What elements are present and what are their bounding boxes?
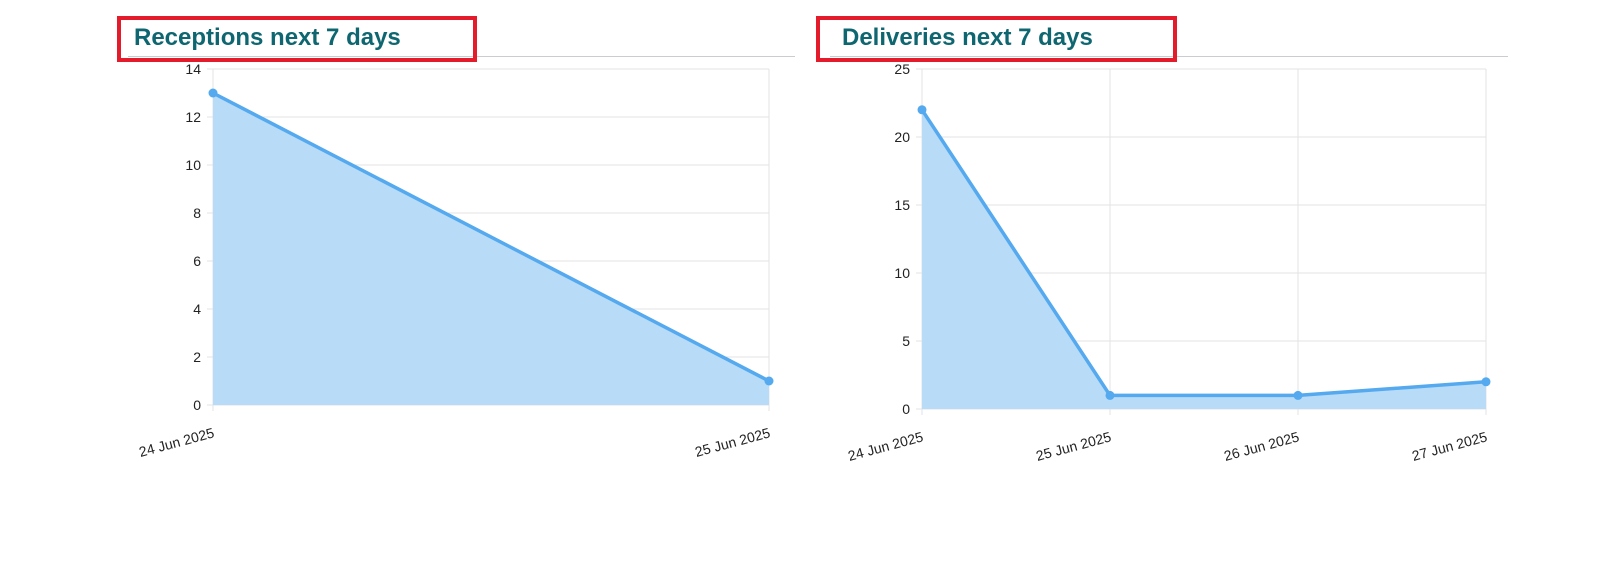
title-highlight-box	[117, 16, 477, 62]
data-point	[1481, 377, 1491, 387]
x-tick-label: 26 Jun 2025	[1222, 428, 1301, 463]
data-point	[764, 376, 774, 386]
x-tick-label: 25 Jun 2025	[1034, 428, 1113, 463]
y-tick-label: 10	[894, 265, 910, 281]
y-tick-label: 6	[193, 253, 201, 269]
series-area	[922, 109, 1486, 410]
y-tick-label: 15	[894, 197, 910, 213]
y-tick-label: 2	[193, 349, 201, 365]
x-tick-label: 24 Jun 2025	[137, 424, 216, 459]
x-tick-label: 24 Jun 2025	[846, 428, 925, 463]
y-tick-label: 5	[902, 333, 910, 349]
x-tick-label: 27 Jun 2025	[1410, 428, 1489, 463]
x-tick-label: 25 Jun 2025	[693, 424, 772, 459]
y-tick-label: 25	[894, 61, 910, 77]
deliveries-chart: 25 20 15 10 5 0 24 Jun 2025 25 Jun 2025 26 Jun 2…	[846, 61, 1491, 464]
data-point	[1105, 390, 1115, 400]
y-tick-label: 8	[193, 205, 201, 221]
y-tick-label: 0	[193, 397, 201, 413]
y-tick-label: 20	[894, 129, 910, 145]
chart-title: Deliveries next 7 days	[842, 24, 1093, 51]
data-point	[1293, 390, 1303, 400]
y-tick-label: 12	[185, 109, 201, 125]
y-tick-label: 0	[902, 401, 910, 417]
deliveries-panel: Deliveries next 7 days 25 20 15 10 5 0 24 Jun …	[800, 0, 1598, 565]
receptions-chart: 14 12 10 8 6 4 2 0 24 Jun 2025 25 Jun 2025	[137, 61, 774, 460]
y-tick-label: 14	[185, 61, 201, 77]
data-point	[917, 105, 927, 115]
chart-title: Receptions next 7 days	[134, 24, 401, 51]
y-tick-label: 4	[193, 301, 201, 317]
series-line	[211, 91, 771, 383]
title-highlight-box	[816, 16, 1177, 62]
receptions-panel: Receptions next 7 days 14 12 10 8 6 4 2 0 24 Jun…	[117, 16, 795, 460]
data-point	[208, 88, 218, 98]
header-divider	[830, 56, 1508, 57]
series-area	[213, 93, 769, 405]
header-divider	[128, 56, 795, 57]
series-line	[920, 108, 1488, 398]
y-tick-label: 10	[185, 157, 201, 173]
